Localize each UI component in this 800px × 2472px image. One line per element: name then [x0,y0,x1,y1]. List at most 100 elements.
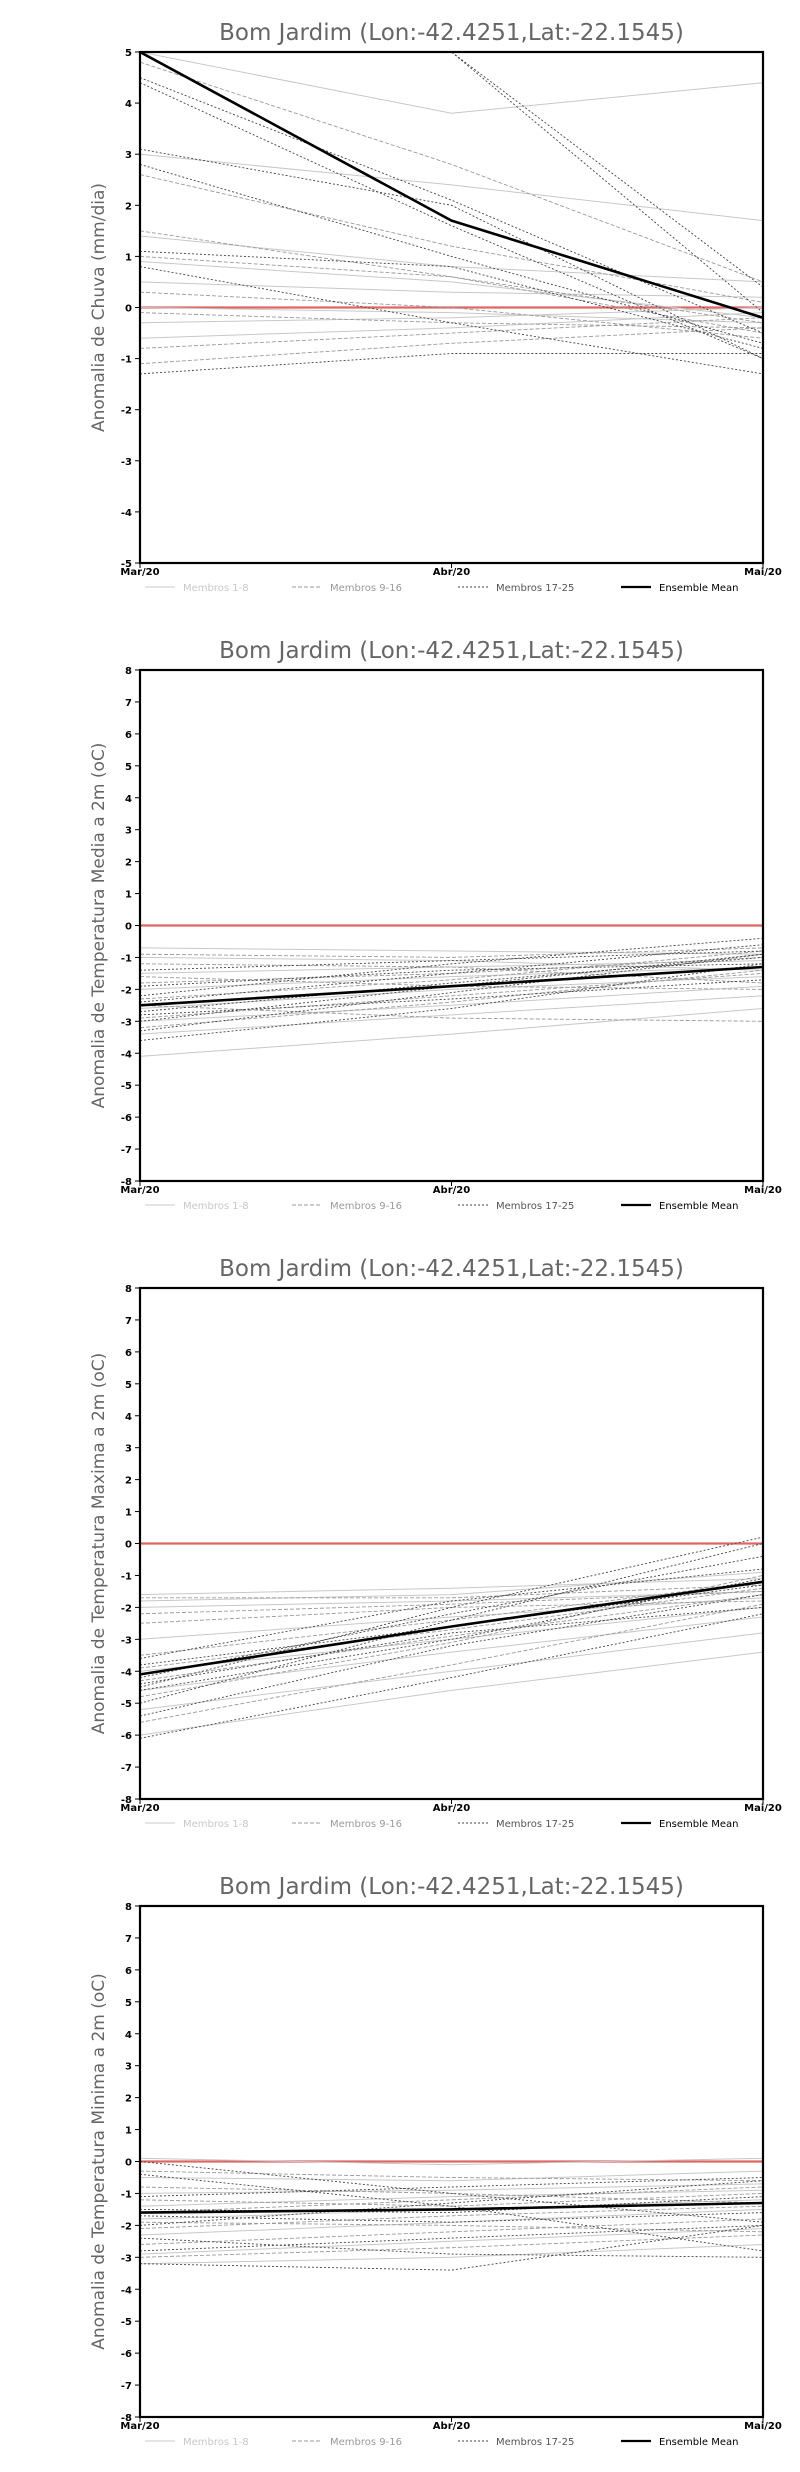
member-line-14 [140,2218,763,2245]
y-tick-label: -6 [121,1113,132,1124]
y-tick-label: 2 [125,2094,132,2105]
member-line-8 [140,2244,763,2265]
legend-label-2: Membros 9-16 [330,583,402,594]
x-tick-label: Mai/20 [744,1803,782,1814]
y-tick-label: 5 [125,48,132,59]
x-tick-label: Mar/20 [120,1803,159,1814]
x-tick-label: Mai/20 [744,2421,782,2432]
member-line-21 [140,2180,763,2226]
member-line-12 [140,1594,763,1682]
chart-max-temperature-svg: Bom Jardim (Lon:-42.4251,Lat:-22.1545) An… [89,1256,782,1830]
member-line-15 [140,2234,763,2258]
member-line-21 [140,148,763,360]
member-line-14 [140,1004,763,1022]
member-line-13 [140,327,763,365]
member-line-1 [140,52,763,114]
member-line-25 [140,1613,763,1739]
member-line-4 [140,2189,763,2207]
member-line-24 [140,2212,763,2223]
member-line-8 [140,261,763,319]
member-line-5 [140,307,763,324]
y-axis-label: Anomalia de Temperatura Media a 2m (oC) [89,743,109,1109]
member-line-19 [140,1555,763,1679]
x-tick-label: Abr/20 [433,2421,470,2432]
y-tick-label: 0 [125,2158,132,2169]
member-line-17 [140,52,763,288]
y-tick-label: 3 [125,1444,132,1455]
member-line-19 [140,963,763,1041]
y-tick-label: 4 [125,1412,132,1423]
member-line-17 [140,1536,763,1688]
plot-frame [138,1286,765,1801]
series-group [140,52,763,375]
member-line-7 [140,2228,763,2255]
y-tick-label: 5 [125,762,132,773]
legend-label-2: Membros 9-16 [330,1819,402,1830]
member-line-18 [140,1543,763,1704]
chart-max-temperature: Bom Jardim (Lon:-42.4251,Lat:-22.1545) An… [0,1236,800,1854]
chart-title: Bom Jardim (Lon:-42.4251,Lat:-22.1545) [219,1874,684,1900]
y-tick-label: -5 [121,1699,132,1710]
member-line-11 [140,1581,763,1656]
member-line-6 [140,312,763,339]
y-tick-label: 5 [125,1998,132,2009]
member-line-24 [140,353,763,375]
member-line-15 [140,1587,763,1669]
member-line-3 [140,235,763,283]
member-line-1 [140,947,763,955]
y-tick-label: -6 [121,2349,132,2360]
ensemble-mean-line [140,1580,763,1676]
chart-precipitation: Bom Jardim (Lon:-42.4251,Lat:-22.1545) An… [0,0,800,618]
member-line-12 [140,2186,763,2214]
member-line-22 [140,953,763,1032]
legend-label-3: Membros 17-25 [496,1201,574,1212]
member-line-9 [140,1584,763,1599]
member-line-9 [140,963,763,984]
y-tick-label: 4 [125,99,132,110]
y-tick-label: -5 [121,2317,132,2328]
member-line-4 [140,1606,763,1672]
member-line-7 [140,307,763,324]
member-line-7 [140,1651,763,1736]
member-line-16 [140,2221,763,2233]
y-tick-label: 3 [125,826,132,837]
y-tick-label: -8 [121,1795,132,1806]
member-line-15 [140,312,763,329]
ensemble-mean-line [140,965,763,1007]
y-tick-label: 0 [125,922,132,933]
y-tick-label: 5 [125,1380,132,1391]
y-tick-label: -8 [121,2413,132,2424]
legend-label-1: Membros 1-8 [183,583,249,594]
member-line-22 [140,1594,763,1717]
y-tick-label: -5 [121,1081,132,1092]
member-line-10 [140,2186,763,2204]
y-tick-label: 6 [125,1348,132,1359]
member-line-9 [140,2170,763,2182]
series-group [140,2157,763,2271]
member-line-20 [140,937,763,997]
y-tick-label: -4 [121,508,132,519]
chart-title: Bom Jardim (Lon:-42.4251,Lat:-22.1545) [219,20,684,46]
member-line-23 [140,956,763,1013]
y-tick-label: -7 [121,2381,132,2392]
y-tick-label: -5 [121,559,132,570]
y-tick-label: 1 [125,890,132,901]
x-tick-label: Mai/20 [744,1185,782,1196]
member-line-5 [140,1616,763,1691]
member-line-16 [140,1600,763,1624]
y-tick-label: -8 [121,1177,132,1188]
ensemble-mean-line [140,52,763,319]
member-line-1 [140,1578,763,1596]
member-line-23 [140,2224,763,2271]
y-tick-label: 7 [125,1316,132,1327]
chart-mean-temperature-svg: Bom Jardim (Lon:-42.4251,Lat:-22.1545) An… [89,638,782,1212]
member-line-18 [140,52,763,313]
x-tick-label: Abr/20 [433,567,470,578]
member-line-12 [140,972,763,1019]
y-tick-label: -1 [121,2189,132,2200]
member-line-2 [140,2170,763,2182]
legend-label-4: Ensemble Mean [659,583,738,594]
y-tick-label: -1 [121,1571,132,1582]
y-tick-label: 8 [125,1902,132,1913]
